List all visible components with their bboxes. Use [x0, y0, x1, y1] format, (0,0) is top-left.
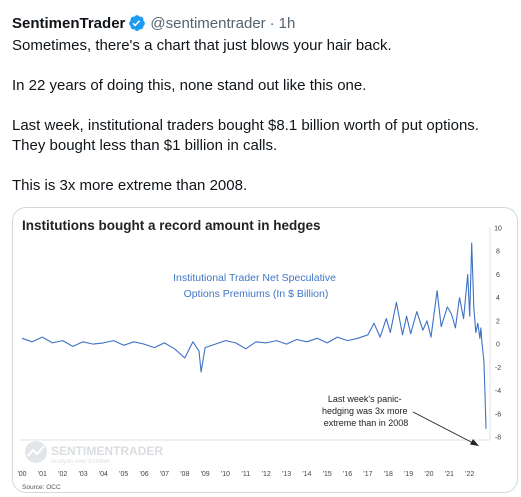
y-tick-label: -2: [495, 365, 501, 372]
y-tick-label: 10: [494, 226, 502, 233]
author-name[interactable]: SentimenTrader: [12, 14, 126, 32]
y-tick-label: -8: [495, 435, 501, 442]
tweet-paragraph: This is 3x more extreme than 2008.: [12, 177, 248, 194]
x-tick-label: '07: [160, 471, 169, 478]
tweet-paragraph: Sometimes, there's a chart that just blo…: [12, 37, 392, 54]
author-handle[interactable]: @sentimentrader: [150, 14, 266, 32]
y-tick-label: -4: [495, 388, 501, 395]
tweet-paragraph: In 22 years of doing this, none stand ou…: [12, 77, 367, 94]
series-label-line: Options Premiums (In $ Billion): [184, 288, 329, 300]
series-line: [21, 242, 487, 429]
x-tick-label: '11: [242, 471, 251, 478]
y-tick-label: 2: [496, 318, 500, 325]
y-tick-label: 6: [496, 272, 500, 279]
x-tick-label: '22: [465, 471, 474, 478]
chart: Institutions bought a record amount in h…: [17, 218, 502, 491]
x-tick-label: '13: [282, 471, 291, 478]
x-tick-label: '18: [384, 471, 393, 478]
annotation-arrowhead: [470, 439, 479, 446]
x-tick-label: '04: [99, 471, 108, 478]
verified-badge-icon: [129, 15, 146, 31]
x-tick-label: '08: [180, 471, 189, 478]
chart-title: Institutions bought a record amount in h…: [22, 218, 321, 233]
annotation-line: hedging was 3x more: [322, 406, 408, 416]
separator-dot: ·: [269, 14, 275, 32]
series-label-line: Institutional Trader Net Speculative: [173, 272, 336, 284]
y-tick-label: 8: [496, 249, 500, 256]
y-tick-label: 4: [496, 295, 500, 302]
watermark-logo: SENTIMENTRADER Analysis over Emotion: [25, 441, 163, 465]
tweet-text: Sometimes, there's a chart that just blo…: [12, 36, 512, 196]
x-tick-label: '06: [140, 471, 149, 478]
y-tick-label: -6: [495, 411, 501, 418]
annotation-line: Last week's panic-: [328, 394, 402, 404]
series-label: Institutional Trader Net Speculative Opt…: [173, 272, 339, 300]
x-tick-label: '14: [302, 471, 311, 478]
tweet-paragraph: Last week, institutional traders bought …: [12, 117, 479, 154]
x-tick-label: '21: [445, 471, 454, 478]
x-tick-label: '12: [262, 471, 271, 478]
x-tick-label: '00: [17, 471, 26, 478]
x-axis: '00 '01 '02 '03 '04 '05 '06 '07 '08 '09 '10 '11 '12 '…: [17, 471, 474, 478]
x-tick-label: '09: [201, 471, 210, 478]
annotation-line: extreme than in 2008: [324, 418, 409, 428]
x-tick-label: '01: [38, 471, 47, 478]
x-tick-label: '03: [78, 471, 87, 478]
annotation-arrow: [412, 411, 476, 445]
watermark-text: SENTIMENTRADER: [51, 444, 163, 458]
y-tick-label: 0: [496, 342, 500, 349]
y-axis: 10 8 6 4 2 0 -2 -4 -6 -8: [494, 226, 502, 442]
x-tick-label: '16: [343, 471, 352, 478]
x-tick-label: '19: [404, 471, 413, 478]
x-tick-label: '15: [323, 471, 332, 478]
x-tick-label: '05: [119, 471, 128, 478]
plot-area: 10 8 6 4 2 0 -2 -4 -6 -8 '00 '01 '02 '03 '04 '05 '06 '07…: [17, 226, 502, 479]
x-tick-label: '20: [424, 471, 433, 478]
x-tick-label: '17: [363, 471, 372, 478]
tweet-media-chart[interactable]: Institutions bought a record amount in h…: [12, 207, 518, 493]
tweet-timestamp[interactable]: 1h: [278, 14, 296, 32]
tweet-header: SentimenTrader @sentimentrader · 1h: [12, 12, 295, 34]
x-tick-label: '02: [58, 471, 67, 478]
chart-annotation: Last week's panic- hedging was 3x more e…: [322, 394, 410, 428]
watermark-subtext: Analysis over Emotion: [51, 459, 110, 465]
chart-source: Source: OCC: [22, 484, 61, 491]
x-tick-label: '10: [221, 471, 230, 478]
